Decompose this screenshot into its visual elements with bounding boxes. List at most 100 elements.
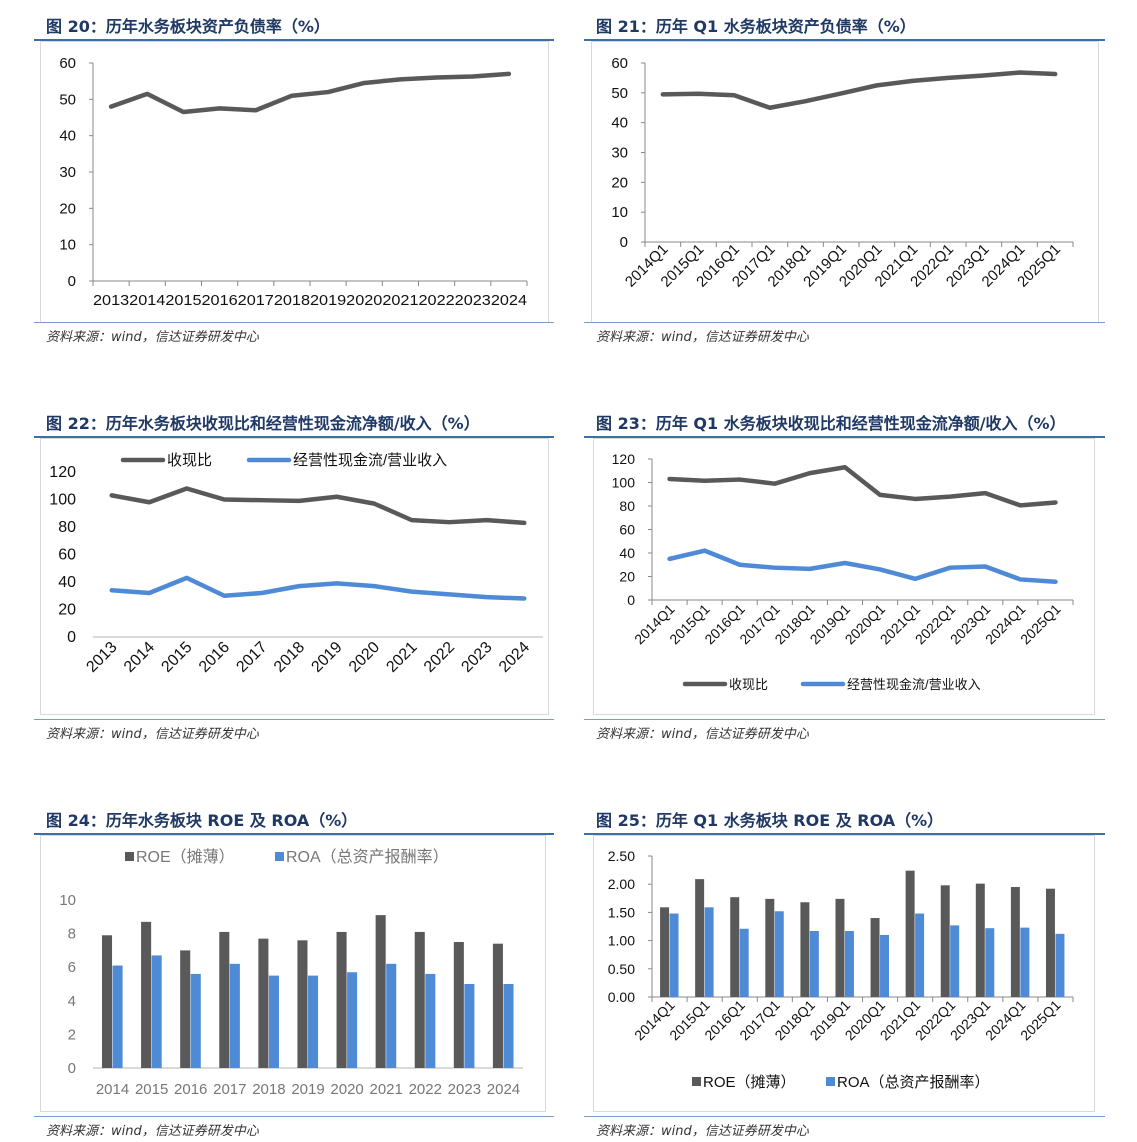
bar xyxy=(1055,933,1065,997)
bar xyxy=(503,984,514,1068)
bar xyxy=(880,934,890,997)
chart-frame xyxy=(593,835,1095,1112)
bar xyxy=(386,963,397,1068)
bar xyxy=(800,902,810,997)
y-tick-label: 0 xyxy=(68,1060,76,1077)
bar xyxy=(219,931,230,1068)
x-tick-label: 2017 xyxy=(233,639,270,676)
title-rule xyxy=(584,39,1105,41)
bar xyxy=(425,973,436,1068)
bar xyxy=(375,915,386,1068)
bar xyxy=(739,928,749,997)
chart-frame xyxy=(40,438,549,715)
legend-label: 经营性现金流/营业收入 xyxy=(293,452,447,469)
title-rule xyxy=(584,436,1105,438)
y-tick-label: 10 xyxy=(59,237,76,254)
bottom-rule xyxy=(584,719,1105,720)
y-tick-label: 120 xyxy=(49,464,76,481)
bar xyxy=(915,913,925,997)
y-tick-label: 2 xyxy=(68,1026,76,1043)
y-tick-label: 30 xyxy=(611,145,628,162)
x-tick-label: 2014 xyxy=(129,293,165,309)
bar xyxy=(308,975,319,1068)
bar xyxy=(985,928,995,997)
y-tick-label: 20 xyxy=(619,569,635,585)
x-tick-label: 2019 xyxy=(291,1081,324,1098)
y-tick-label: 50 xyxy=(59,91,76,108)
x-tick-label: 2013 xyxy=(93,293,129,309)
x-tick-label: 2021 xyxy=(382,293,418,309)
x-tick-label: 2016 xyxy=(196,639,233,676)
series-line xyxy=(667,548,1058,585)
x-tick-label: 2014 xyxy=(96,1081,129,1098)
x-tick-label: 2022 xyxy=(419,293,455,309)
bar xyxy=(190,973,201,1068)
y-tick-label: 100 xyxy=(49,492,76,509)
bottom-rule xyxy=(34,719,554,720)
chart-frame xyxy=(40,835,546,1112)
y-tick-label: 60 xyxy=(611,55,628,72)
y-tick-label: 40 xyxy=(611,115,628,132)
series-line xyxy=(109,575,527,601)
bottom-rule xyxy=(584,1116,1105,1117)
y-tick-label: 2.00 xyxy=(608,876,635,892)
bar xyxy=(1045,888,1055,997)
y-tick-label: 0 xyxy=(68,273,76,290)
y-tick-label: 4 xyxy=(68,993,76,1010)
chart-25: 0.000.501.001.502.002.502014Q12015Q12016… xyxy=(608,848,1074,1091)
chart-21: 01020304050602014Q12015Q12016Q12017Q1201… xyxy=(611,55,1074,291)
source-note: 资料来源：wind，信达证券研发中心 xyxy=(46,330,259,345)
bar xyxy=(870,918,880,997)
y-tick-label: 60 xyxy=(58,547,76,564)
bar xyxy=(229,963,240,1068)
figure-22-title: 图 22：历年水务板块收现比和经营性现金流净额/收入（%） xyxy=(46,414,480,433)
bar xyxy=(101,935,113,1068)
y-tick-label: 30 xyxy=(59,164,76,181)
bar xyxy=(940,885,950,997)
bar xyxy=(730,897,740,997)
chart-frame xyxy=(593,438,1095,715)
series-line xyxy=(667,464,1058,508)
legend-label: ROE（摊薄） xyxy=(703,1074,796,1091)
bar xyxy=(765,898,775,997)
y-tick-label: 6 xyxy=(68,959,76,976)
bar xyxy=(112,965,123,1068)
x-tick-label: 2018 xyxy=(274,293,310,309)
chart-24: 0 2 4 6 8 10 2014 2015 2016 2017 2018 2019 2020 2021 2… xyxy=(59,848,523,1098)
y-tick-label: 2.50 xyxy=(608,848,635,864)
y-tick-label: 1.50 xyxy=(608,904,635,920)
y-tick-label: 40 xyxy=(58,574,76,591)
bar xyxy=(141,921,152,1068)
y-tick-label: 10 xyxy=(59,892,76,909)
x-tick-label: 2020 xyxy=(346,639,383,676)
y-tick-label: 0.00 xyxy=(608,989,635,1005)
x-tick-label: 2022 xyxy=(409,1081,442,1098)
x-tick-label: 2016 xyxy=(174,1081,207,1098)
x-tick-label: 2018 xyxy=(252,1081,285,1098)
source-note: 资料来源：wind，信达证券研发中心 xyxy=(596,1124,809,1139)
series-line xyxy=(660,70,1058,110)
y-tick-label: 100 xyxy=(612,475,636,491)
x-tick-label: 2019 xyxy=(310,293,346,309)
bar xyxy=(1020,927,1030,997)
figure-21-title: 图 21：历年 Q1 水务板块资产负债率（%） xyxy=(596,17,916,36)
y-tick-label: 0 xyxy=(627,592,635,608)
x-tick-label: 2023 xyxy=(448,1081,481,1098)
series-line xyxy=(108,71,512,115)
x-tick-label: 2021 xyxy=(369,1081,402,1098)
y-tick-label: 20 xyxy=(58,602,76,619)
source-note: 资料来源：wind，信达证券研发中心 xyxy=(596,727,809,742)
y-tick-label: 0 xyxy=(67,629,76,646)
x-tick-label: 2022 xyxy=(421,639,458,676)
x-tick-label: 2023 xyxy=(455,293,491,309)
x-tick-label: 2018 xyxy=(271,639,308,676)
bar xyxy=(464,984,475,1068)
legend-swatch xyxy=(125,852,134,861)
x-tick-label: 2015 xyxy=(135,1081,168,1098)
bottom-rule xyxy=(34,1116,554,1117)
bar xyxy=(695,879,705,997)
bar xyxy=(1010,887,1020,997)
bar xyxy=(151,955,162,1068)
legend-label: ROE（摊薄） xyxy=(136,848,235,866)
